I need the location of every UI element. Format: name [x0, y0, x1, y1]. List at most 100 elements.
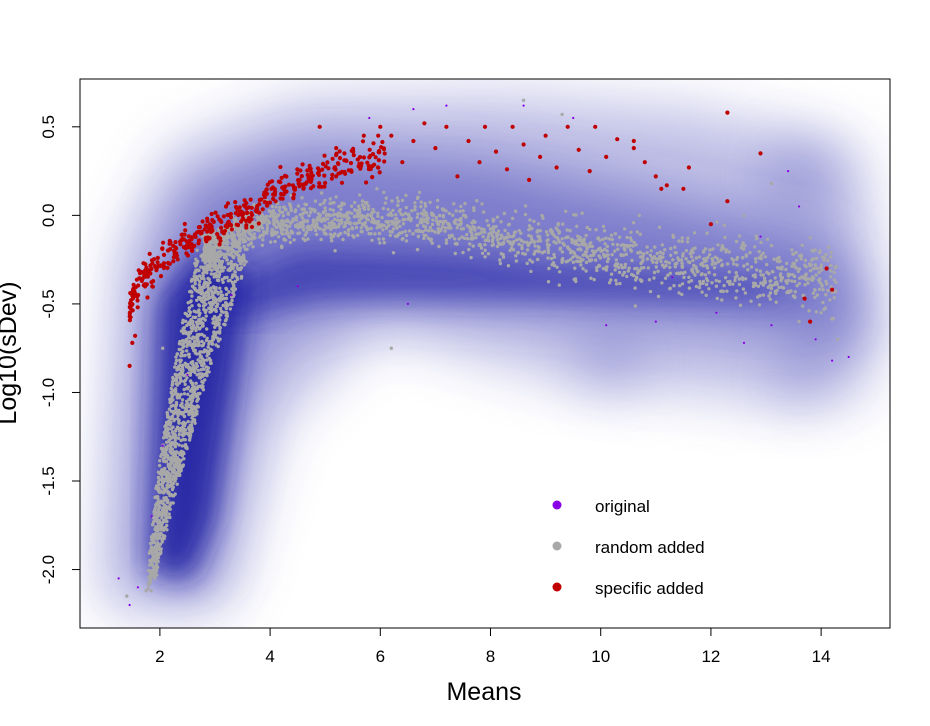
random-added-point: [332, 212, 337, 216]
random-added-point: [527, 224, 532, 228]
specific-added-point: [371, 141, 376, 146]
specific-added-point: [466, 138, 471, 144]
random-added-point: [223, 253, 227, 257]
random-added-point: [404, 239, 409, 243]
random-added-point: [352, 221, 356, 226]
random-added-point: [224, 306, 228, 311]
random-added-point: [389, 346, 393, 350]
random-added-point: [447, 211, 451, 216]
random-added-point: [194, 257, 198, 261]
random-added-point: [557, 283, 561, 287]
specific-added-point: [565, 124, 570, 129]
specific-added-point: [167, 241, 172, 246]
random-added-point: [413, 208, 417, 212]
random-added-point: [640, 279, 644, 283]
random-added-point: [156, 509, 161, 514]
random-added-point: [739, 246, 744, 250]
specific-added-point: [322, 173, 327, 178]
random-added-point: [415, 215, 419, 220]
specific-added-point: [228, 223, 234, 228]
random-added-point: [383, 201, 388, 205]
random-added-point: [155, 565, 160, 569]
random-added-point: [585, 255, 590, 259]
random-added-point: [741, 256, 745, 260]
specific-added-point: [708, 222, 714, 227]
random-added-point: [472, 208, 476, 213]
random-added-point: [536, 257, 540, 262]
random-added-point: [221, 310, 226, 314]
random-added-point: [198, 274, 202, 278]
specific-added-point: [367, 147, 372, 152]
random-added-point: [423, 204, 428, 208]
random-added-point: [377, 231, 382, 236]
random-added-point: [187, 336, 191, 340]
random-added-point: [160, 484, 165, 488]
random-added-point: [680, 261, 684, 265]
random-added-point: [173, 479, 177, 483]
random-added-point: [826, 258, 830, 263]
random-added-point: [161, 535, 166, 540]
random-added-point: [239, 224, 243, 228]
y-axis: 0.50.0-0.5-1.0-1.5-2.0: [39, 115, 81, 584]
random-added-point: [495, 215, 500, 219]
random-added-point: [280, 232, 285, 236]
random-added-point: [157, 463, 162, 468]
specific-added-point: [615, 137, 620, 142]
random-added-point: [836, 337, 840, 341]
random-added-point: [634, 278, 638, 282]
random-added-point: [494, 224, 498, 229]
random-added-point: [768, 283, 772, 287]
random-added-point: [217, 263, 222, 267]
random-added-point: [150, 541, 155, 545]
specific-added-point: [351, 153, 356, 158]
random-added-point: [194, 407, 198, 412]
specific-added-point: [215, 214, 220, 219]
random-added-point: [610, 237, 614, 242]
random-added-point: [630, 258, 634, 263]
random-added-point: [175, 425, 180, 429]
random-added-point: [481, 235, 485, 239]
random-added-point: [813, 295, 817, 300]
specific-added-point: [225, 201, 231, 206]
random-added-point: [176, 470, 180, 474]
random-added-point: [171, 377, 176, 381]
random-added-point: [180, 398, 185, 402]
random-added-point: [341, 237, 345, 242]
random-added-point: [166, 433, 170, 437]
random-added-point: [780, 276, 785, 280]
specific-added-point: [306, 176, 312, 182]
random-added-point: [209, 258, 213, 262]
specific-added-point: [543, 133, 548, 138]
specific-added-point: [376, 158, 381, 163]
random-added-point: [701, 264, 705, 268]
specific-added-point: [242, 198, 247, 203]
random-added-point: [197, 375, 201, 380]
random-added-point: [233, 238, 237, 242]
random-added-point: [498, 261, 503, 266]
random-added-point: [202, 281, 207, 286]
random-added-point: [779, 272, 783, 276]
random-added-point: [546, 246, 550, 250]
random-added-point: [541, 216, 545, 220]
random-added-point: [749, 299, 753, 303]
random-added-point: [177, 421, 181, 425]
random-added-point: [723, 235, 727, 240]
random-added-point: [232, 249, 236, 253]
random-added-point: [248, 230, 252, 234]
random-added-point: [365, 226, 369, 230]
random-added-point: [422, 208, 426, 212]
random-added-point: [768, 291, 773, 295]
random-added-point: [370, 216, 375, 221]
original-point: [814, 338, 817, 341]
random-added-point: [423, 201, 427, 206]
random-added-point: [735, 263, 739, 267]
random-added-point: [444, 209, 448, 213]
random-added-point: [775, 288, 779, 293]
random-added-point: [603, 242, 607, 246]
specific-added-point: [173, 240, 178, 245]
specific-added-point: [477, 160, 482, 165]
random-added-point: [228, 307, 232, 311]
random-added-point: [632, 240, 636, 245]
specific-added-point: [256, 221, 261, 226]
specific-added-point: [681, 186, 686, 191]
